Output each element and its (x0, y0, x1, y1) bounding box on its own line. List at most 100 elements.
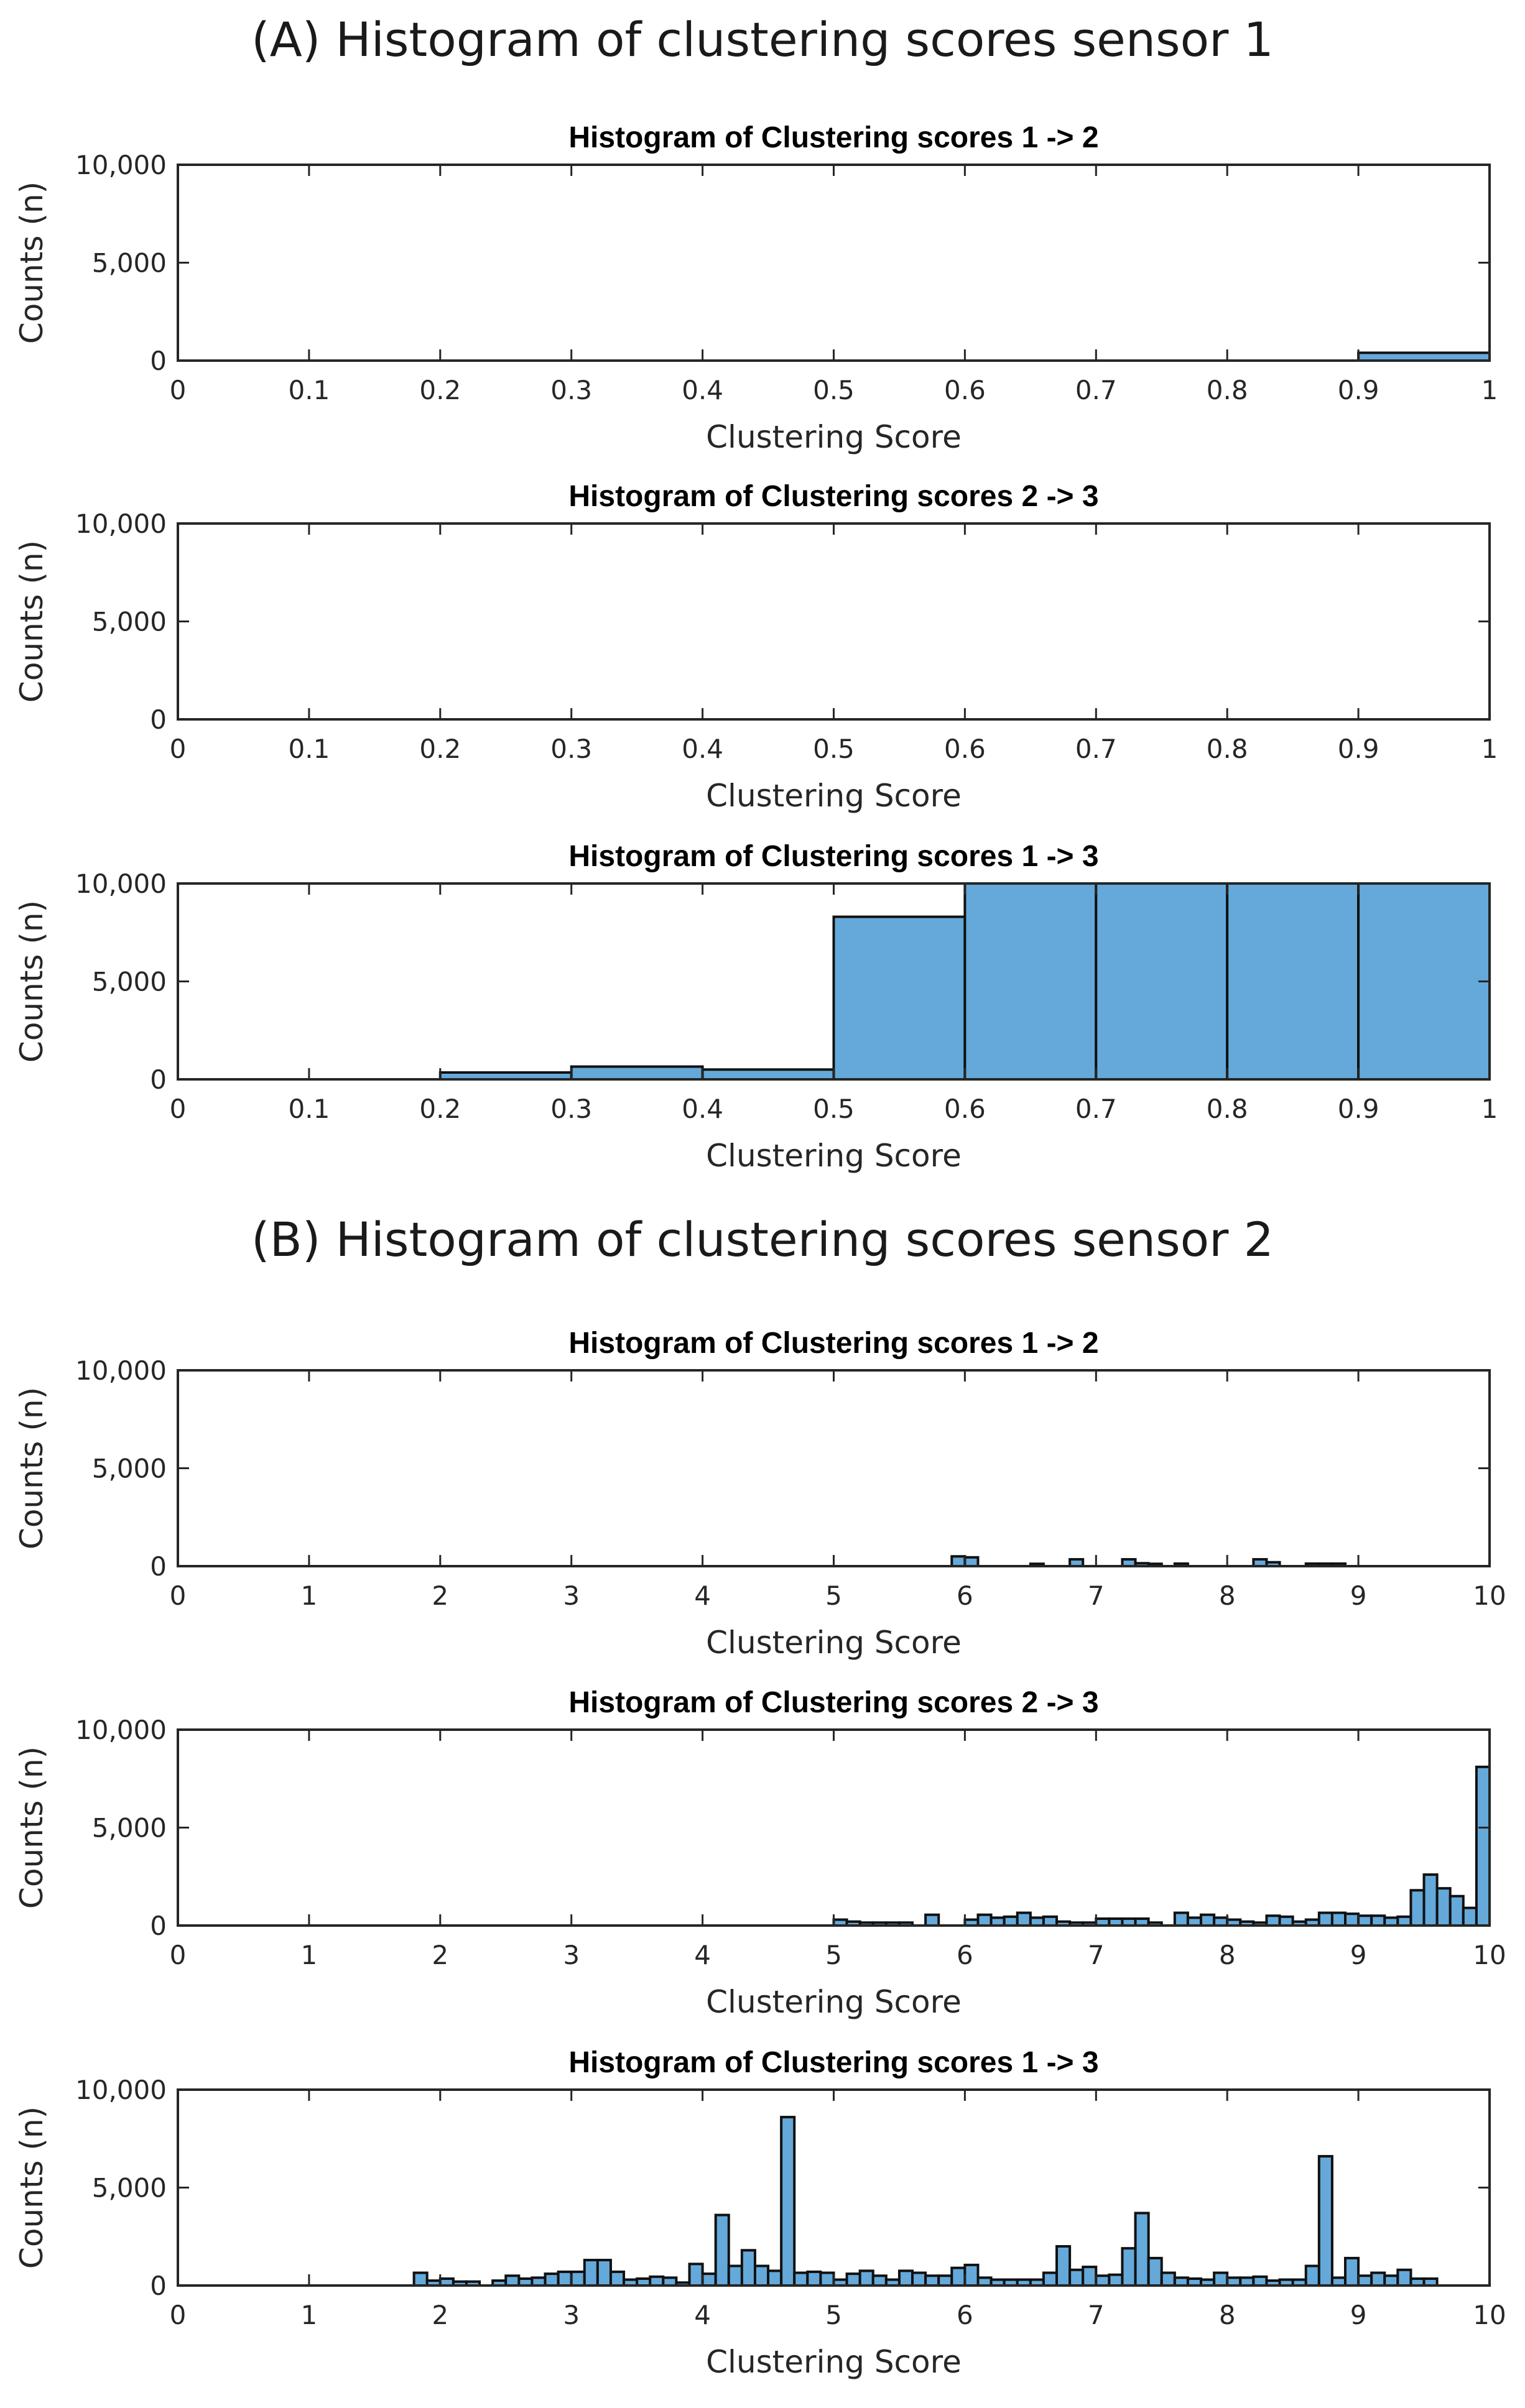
x-tick-label: 0 (170, 2300, 187, 2330)
histogram-bar (963, 2263, 980, 2287)
histogram-bar (1344, 2256, 1360, 2287)
histogram-bar (924, 2274, 940, 2287)
histogram-bar (1317, 1911, 1333, 1927)
histogram-a-2-3: Histogram of Clustering scores 2 -> 3 0 0.… (14, 480, 1498, 814)
x-tick-label: 0.9 (1338, 375, 1379, 405)
plot-title: Histogram of Clustering scores 1 -> 2 (568, 121, 1098, 154)
x-tick-label: 1 (1481, 1094, 1498, 1124)
x-tick-label: 0.8 (1207, 375, 1248, 405)
histogram-bar (1475, 1765, 1491, 1927)
x-tick-label: 6 (957, 2300, 973, 2330)
histogram-bar (976, 1913, 993, 1927)
x-tick-label: 0.8 (1207, 1094, 1248, 1124)
x-tick-label: 0.6 (944, 734, 986, 764)
histogram-bar (753, 2264, 770, 2287)
histogram-bar (1134, 2212, 1150, 2287)
histogram-bar (609, 2270, 626, 2287)
histogram-bar (858, 2269, 874, 2287)
x-tick-label: 0.3 (550, 375, 592, 405)
y-tick-label: 10,000 (75, 509, 167, 539)
x-tick-label: 0.8 (1207, 734, 1248, 764)
histogram-bar (1095, 2274, 1111, 2287)
x-tick-label: 4 (694, 1940, 711, 1970)
x-tick-label: 10 (1473, 2300, 1506, 2330)
axes-box (177, 2088, 1491, 2287)
x-tick-label: 0.2 (419, 734, 461, 764)
x-tick-label: 0 (170, 734, 187, 764)
x-tick-label: 0.9 (1338, 1094, 1379, 1124)
histogram-bar (819, 2271, 835, 2287)
histogram-bar (832, 915, 966, 1081)
histogram-bar (1252, 2275, 1268, 2287)
histogram-bar (1357, 2274, 1373, 2287)
x-axis-label: Clustering Score (706, 1625, 962, 1661)
histogram-bar (1396, 2268, 1412, 2287)
x-tick-label: 5 (825, 1940, 842, 1970)
histogram-bar (570, 1065, 704, 1081)
axes-box (177, 1728, 1491, 1927)
x-tick-label: 4 (694, 2300, 711, 2330)
x-tick-label: 9 (1350, 1580, 1367, 1611)
histogram-b-2-3: Histogram of Clustering scores 2 -> 3 0 1 2… (14, 1686, 1506, 2020)
x-tick-label: 0.3 (550, 734, 592, 764)
y-tick-label: 0 (150, 704, 167, 735)
x-axis-label: Clustering Score (706, 2344, 962, 2380)
y-tick-label: 5,000 (92, 1813, 167, 1843)
x-tick-label: 0.1 (289, 734, 330, 764)
histogram-bar (1422, 1873, 1439, 1927)
histogram-a-1-2: Histogram of Clustering scores 1 -> 2 0 0.… (14, 121, 1498, 455)
x-tick-label: 2 (432, 1940, 448, 1970)
plot-title: Histogram of Clustering scores 2 -> 3 (568, 1686, 1098, 1719)
histogram-bar (701, 1068, 835, 1081)
histogram-bar (688, 2263, 704, 2287)
y-axis-label: Counts (n) (14, 900, 50, 1063)
y-tick-label: 5,000 (92, 248, 167, 279)
x-tick-label: 0.7 (1075, 375, 1117, 405)
histogram-bar (1042, 1915, 1059, 1927)
x-axis-label: Clustering Score (706, 1138, 962, 1174)
histogram-bar (1147, 2256, 1163, 2287)
histogram-bar (701, 2272, 717, 2287)
histogram-bar (714, 2213, 730, 2287)
histogram-bar (1409, 1889, 1425, 1927)
histogram-bar (504, 2274, 521, 2287)
x-tick-label: 6 (957, 1940, 973, 1970)
histogram-bar (937, 2274, 953, 2287)
plot-title: Histogram of Clustering scores 2 -> 3 (568, 480, 1098, 513)
x-tick-label: 0.7 (1075, 1094, 1117, 1124)
y-tick-label: 0 (150, 346, 167, 376)
histogram-bar (1121, 2247, 1137, 2287)
histogram-bar (871, 2274, 888, 2287)
x-tick-label: 0.2 (419, 1094, 461, 1124)
x-tick-label: 0.9 (1338, 734, 1379, 764)
histogram-bar (1304, 2264, 1320, 2287)
x-tick-label: 0.3 (550, 1094, 592, 1124)
histogram-bar (1016, 1911, 1032, 1927)
y-tick-label: 0 (150, 1911, 167, 1941)
histogram-bar (1213, 2271, 1229, 2287)
x-tick-label: 0.4 (682, 375, 723, 405)
x-tick-label: 0.6 (944, 1094, 986, 1124)
histogram-bar (1082, 2266, 1098, 2287)
histogram-bar (793, 2271, 809, 2287)
histogram-bar (1003, 1915, 1019, 1927)
histogram-bar (1173, 1911, 1189, 1927)
histogram-b-1-2: Histogram of Clustering scores 1 -> 2 0 1 2… (14, 1327, 1506, 1661)
histogram-bar (1370, 2271, 1386, 2287)
x-tick-label: 0.6 (944, 375, 986, 405)
x-tick-label: 8 (1219, 2300, 1236, 2330)
plot-title: Histogram of Clustering scores 1 -> 3 (568, 840, 1098, 873)
y-tick-label: 0 (150, 1064, 167, 1095)
histogram-bar (740, 2249, 756, 2287)
x-tick-label: 0.4 (682, 1094, 723, 1124)
y-tick-label: 5,000 (92, 1454, 167, 1484)
x-tick-label: 1 (1481, 375, 1498, 405)
x-tick-label: 1 (301, 2300, 318, 2330)
histogram-bar (1265, 1914, 1281, 1927)
x-tick-label: 7 (1088, 1940, 1105, 1970)
x-tick-label: 0 (170, 1580, 187, 1611)
histogram-a-1-3: Histogram of Clustering scores 1 -> 3 0 0.… (14, 840, 1498, 1174)
x-tick-label: 5 (825, 2300, 842, 2330)
histogram-bar (1462, 1906, 1478, 1927)
